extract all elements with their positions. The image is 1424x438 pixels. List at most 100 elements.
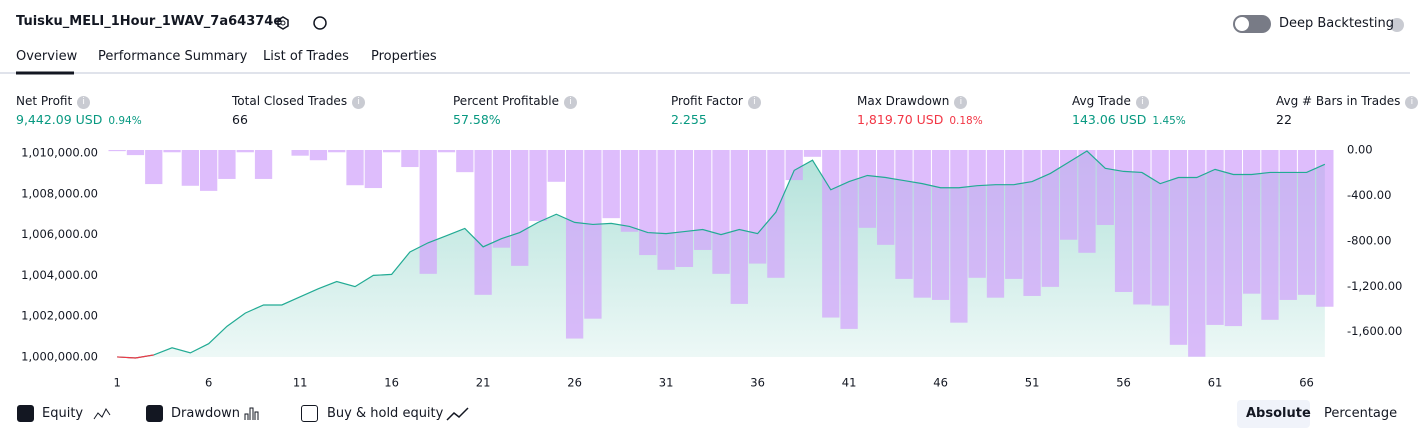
tab[interactable]: List of Trades <box>263 49 349 64</box>
drawdown-bar <box>1060 150 1078 240</box>
metric-value: 143.06 USD 1.45% <box>1072 112 1186 127</box>
equity-line <box>117 150 1326 359</box>
metric-number: 66 <box>232 112 248 127</box>
drawdown-bar <box>639 150 657 256</box>
absolute-button-bg <box>1237 400 1310 428</box>
drawdown-bar <box>145 150 163 185</box>
info-icon[interactable]: i <box>747 96 761 109</box>
button[interactable]: Percentage <box>1324 406 1398 421</box>
x-tick-label: 6 <box>205 376 212 390</box>
metric-value: 57.58% <box>453 112 501 127</box>
drawdown-bar <box>236 150 254 153</box>
y-tick-label: 1,006,000.00 <box>21 227 98 241</box>
legend-label: Drawdown <box>171 406 241 421</box>
metric-number: 1,819.70 USD <box>857 112 944 127</box>
drawdown-bar <box>364 150 382 189</box>
drawdown-bar <box>657 150 675 270</box>
drawdown-bar <box>822 150 840 318</box>
drawdown-bar <box>712 150 730 274</box>
drawdown-bar <box>1261 150 1279 320</box>
drawdown-bar <box>858 150 877 228</box>
y2-tick-label: -400.00 <box>1347 188 1391 202</box>
x-tick-label: 56 <box>1116 376 1131 390</box>
x-tick-label: 21 <box>476 376 491 390</box>
metric-number: 57.58% <box>453 112 501 127</box>
legend-label: Buy & hold equity <box>327 406 444 421</box>
drawdown-bar <box>620 150 639 232</box>
drawdown-icon <box>244 407 259 420</box>
drawdown-bar <box>877 150 895 245</box>
drawdown-bar <box>511 150 529 266</box>
metric-number: 2.255 <box>671 112 707 127</box>
drawdown-bar <box>694 150 712 250</box>
info-icon[interactable]: i <box>563 96 577 109</box>
checkbox[interactable] <box>146 405 163 422</box>
x-tick-label: 26 <box>567 376 582 390</box>
equity-line-negative <box>135 354 154 359</box>
drawdown-bar <box>1114 150 1133 292</box>
drawdown-bar <box>675 150 694 267</box>
drawdown-bar <box>1078 150 1096 253</box>
drawdown-bar <box>218 150 236 179</box>
toggle-knob <box>1235 17 1249 31</box>
metric-value: 2.255 <box>671 112 707 127</box>
y-tick-label: 1,000,000.00 <box>21 349 98 363</box>
drawdown-bar <box>1224 150 1243 327</box>
x-tick-label: 66 <box>1299 376 1314 390</box>
metric-percent: 0.94% <box>108 115 142 127</box>
equity-icon <box>93 408 111 420</box>
metric-number: 9,442.09 USD <box>16 112 103 127</box>
x-tick-label: 51 <box>1025 376 1040 390</box>
checkbox[interactable] <box>301 405 318 422</box>
drawdown-bar <box>199 150 218 191</box>
drawdown-bar <box>108 150 126 152</box>
checkbox[interactable] <box>17 405 34 422</box>
settings-icon[interactable] <box>277 16 289 30</box>
info-icon[interactable]: i <box>954 96 968 109</box>
buyhold-icon <box>446 407 469 421</box>
y-tick-label: 1,004,000.00 <box>21 268 98 282</box>
toggle-label: Deep Backtesting <box>1279 16 1395 31</box>
x-tick-label: 1 <box>113 376 120 390</box>
tab[interactable]: Properties <box>371 49 437 64</box>
tab[interactable]: Overview <box>16 49 78 64</box>
drawdown-bar <box>181 150 199 186</box>
x-tick-label: 46 <box>933 376 948 390</box>
metric-value: 9,442.09 USD 0.94% <box>16 112 142 127</box>
button[interactable]: Absolute <box>1246 406 1311 421</box>
drawdown-bar <box>419 150 437 274</box>
y2-tick-label: -1,600.00 <box>1347 324 1402 338</box>
info-icon[interactable]: i <box>77 96 91 109</box>
metric-percent: 1.45% <box>1152 115 1186 127</box>
drawdown-bar <box>913 150 931 298</box>
metric-value: 66 <box>232 112 248 127</box>
drawdown-bar <box>291 150 309 156</box>
metric-label: Percent Profitable i <box>453 94 577 109</box>
settings-icon-dot <box>280 20 286 26</box>
metric-label: Profit Factor i <box>671 94 761 109</box>
replay-icon[interactable] <box>313 16 327 30</box>
drawdown-bar <box>767 150 785 278</box>
tab[interactable]: Performance Summary <box>98 49 248 64</box>
info-icon[interactable]: i <box>1405 96 1419 109</box>
drawdown-bar <box>803 150 822 157</box>
x-tick-label: 61 <box>1208 376 1223 390</box>
help-icon[interactable] <box>1390 18 1404 32</box>
info-icon[interactable]: i <box>1135 96 1149 109</box>
drawdown-bar <box>565 150 584 339</box>
drawdown-bar <box>986 150 1005 298</box>
drawdown-bar <box>474 150 492 295</box>
y2-tick-label: 0.00 <box>1347 143 1373 157</box>
equity-line-negative <box>117 356 136 359</box>
metric-label: Avg # Bars in Trades i <box>1276 94 1419 109</box>
info-icon[interactable]: i <box>352 96 366 109</box>
drawdown-bar <box>730 150 748 304</box>
metric-number: 143.06 USD <box>1072 112 1147 127</box>
x-tick-label: 11 <box>293 376 308 390</box>
metric-percent: 0.18% <box>949 115 983 127</box>
drawdown-bar <box>1243 150 1261 294</box>
drawdown-bar <box>492 150 511 248</box>
drawdown-bar <box>1005 150 1023 279</box>
